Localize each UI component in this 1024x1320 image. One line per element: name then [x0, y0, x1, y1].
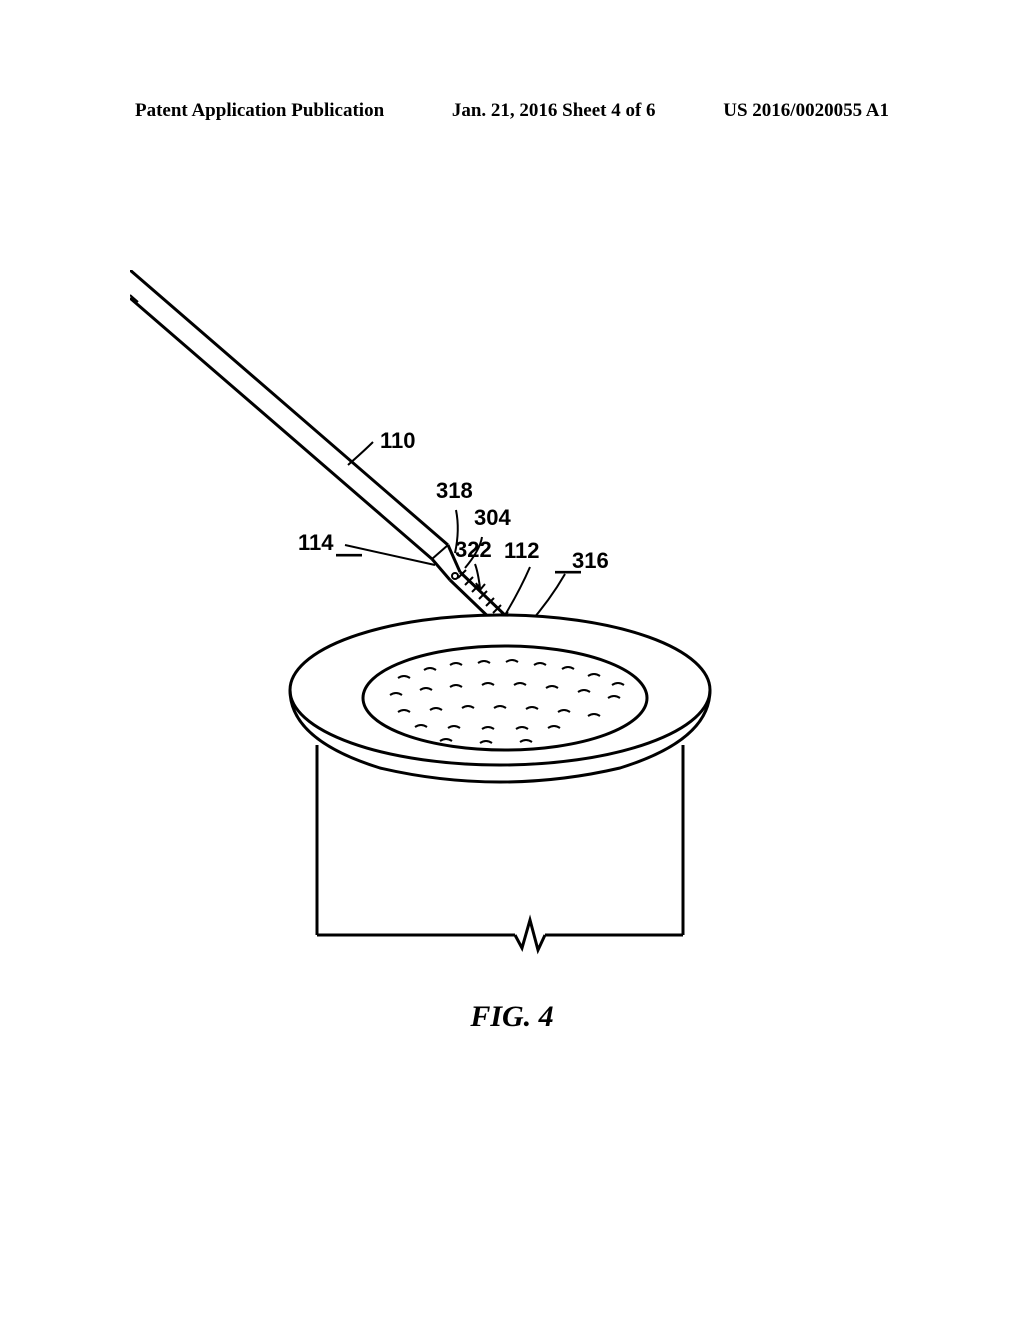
- ref-322: 322: [455, 537, 492, 563]
- figure-svg: [130, 270, 790, 990]
- ref-318: 318: [436, 478, 473, 504]
- page-header: Patent Application Publication Jan. 21, …: [135, 100, 889, 122]
- ref-112: 112: [504, 538, 540, 564]
- header-publication-number: US 2016/0020055 A1: [723, 100, 889, 122]
- rod-element: [130, 270, 448, 559]
- ref-114-dash: —: [336, 538, 362, 569]
- vessel: [290, 615, 710, 950]
- header-publication-type: Patent Application Publication: [135, 100, 384, 122]
- leader-112: [505, 567, 530, 615]
- ref-110: 110: [380, 428, 416, 454]
- header-date-sheet: Jan. 21, 2016 Sheet 4 of 6: [452, 100, 656, 122]
- ref-114: 114: [298, 530, 334, 556]
- patent-figure: [130, 270, 790, 990]
- ref-316-dash: —: [555, 555, 581, 586]
- figure-caption: FIG. 4: [0, 1000, 1024, 1034]
- leader-110: [348, 442, 373, 465]
- ref-304: 304: [474, 505, 511, 531]
